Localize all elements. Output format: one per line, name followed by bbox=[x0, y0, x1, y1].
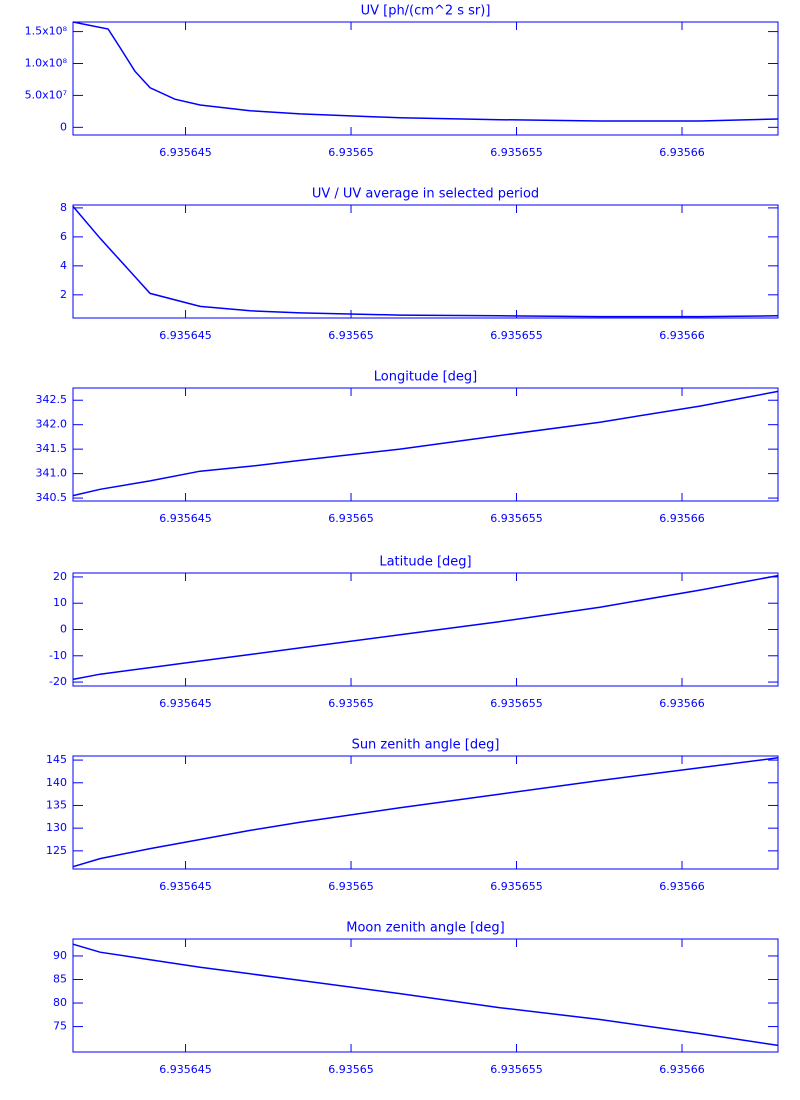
y-tick-label: 20 bbox=[53, 570, 67, 583]
y-tick-label: 1.0x10⁸ bbox=[25, 56, 68, 69]
y-tick-label: -10 bbox=[49, 649, 67, 662]
y-tick-label: 75 bbox=[53, 1020, 67, 1033]
x-tick-label: 6.93566 bbox=[659, 146, 705, 159]
x-tick-label: 6.93566 bbox=[659, 1063, 705, 1076]
panel-title: Latitude [deg] bbox=[379, 555, 471, 570]
x-tick-label: 6.93565 bbox=[328, 880, 374, 893]
y-tick-label: -20 bbox=[49, 675, 67, 688]
panel-title: Sun zenith angle [deg] bbox=[352, 738, 500, 753]
x-tick-label: 6.935655 bbox=[490, 146, 543, 159]
y-tick-label: 125 bbox=[46, 844, 67, 857]
panel-title: UV / UV average in selected period bbox=[312, 187, 539, 202]
y-tick-label: 10 bbox=[53, 596, 67, 609]
data-line bbox=[72, 205, 779, 318]
data-line bbox=[72, 390, 779, 497]
x-tick-label: 6.935645 bbox=[159, 697, 212, 710]
y-tick-label: 90 bbox=[53, 949, 67, 962]
x-tick-label: 6.93566 bbox=[659, 697, 705, 710]
y-tick-label: 130 bbox=[46, 821, 67, 834]
data-line bbox=[72, 757, 779, 868]
y-tick-label: 0 bbox=[60, 120, 67, 133]
y-tick-label: 145 bbox=[46, 753, 67, 766]
y-tick-label: 340.5 bbox=[36, 491, 68, 504]
y-tick-label: 80 bbox=[53, 996, 67, 1009]
y-tick-label: 1.5x10⁸ bbox=[25, 25, 68, 38]
data-line bbox=[72, 21, 779, 122]
x-tick-label: 6.935645 bbox=[159, 146, 212, 159]
plot-frame bbox=[72, 755, 779, 870]
x-tick-label: 6.93565 bbox=[328, 329, 374, 342]
y-tick-label: 342.5 bbox=[36, 393, 68, 406]
data-line bbox=[72, 943, 779, 1047]
x-tick-label: 6.93565 bbox=[328, 697, 374, 710]
x-tick-label: 6.935645 bbox=[159, 880, 212, 893]
y-tick-label: 85 bbox=[53, 972, 67, 985]
x-tick-label: 6.935655 bbox=[490, 697, 543, 710]
panel-title: Longitude [deg] bbox=[374, 370, 477, 385]
x-tick-label: 6.935655 bbox=[490, 1063, 543, 1076]
panel-title: Moon zenith angle [deg] bbox=[346, 921, 504, 936]
x-tick-label: 6.93565 bbox=[328, 1063, 374, 1076]
y-tick-label: 342.0 bbox=[36, 418, 68, 431]
y-tick-label: 5.0x10⁷ bbox=[25, 88, 67, 101]
x-tick-label: 6.93566 bbox=[659, 512, 705, 525]
x-tick-label: 6.935645 bbox=[159, 512, 212, 525]
x-tick-label: 6.93565 bbox=[328, 512, 374, 525]
x-tick-label: 6.93565 bbox=[328, 146, 374, 159]
y-tick-label: 0 bbox=[60, 623, 67, 636]
y-tick-label: 2 bbox=[60, 288, 67, 301]
plot-frame bbox=[72, 938, 779, 1053]
y-tick-label: 341.0 bbox=[36, 467, 68, 480]
x-tick-label: 6.935655 bbox=[490, 880, 543, 893]
plot-frame bbox=[72, 204, 779, 319]
x-tick-label: 6.935645 bbox=[159, 1063, 212, 1076]
y-tick-label: 135 bbox=[46, 798, 67, 811]
data-line bbox=[72, 574, 779, 681]
y-tick-label: 341.5 bbox=[36, 442, 68, 455]
x-tick-label: 6.935655 bbox=[490, 512, 543, 525]
plot-frame bbox=[72, 387, 779, 502]
plot-frame bbox=[72, 21, 779, 136]
x-tick-label: 6.935655 bbox=[490, 329, 543, 342]
y-tick-label: 6 bbox=[60, 230, 67, 243]
x-tick-label: 6.93566 bbox=[659, 329, 705, 342]
y-tick-label: 140 bbox=[46, 776, 67, 789]
panel-title: UV [ph/(cm^2 s sr)] bbox=[361, 4, 491, 19]
y-tick-label: 4 bbox=[60, 259, 67, 272]
x-tick-label: 6.935645 bbox=[159, 329, 212, 342]
plot-frame bbox=[72, 572, 779, 687]
x-tick-label: 6.93566 bbox=[659, 880, 705, 893]
y-tick-label: 8 bbox=[60, 201, 67, 214]
